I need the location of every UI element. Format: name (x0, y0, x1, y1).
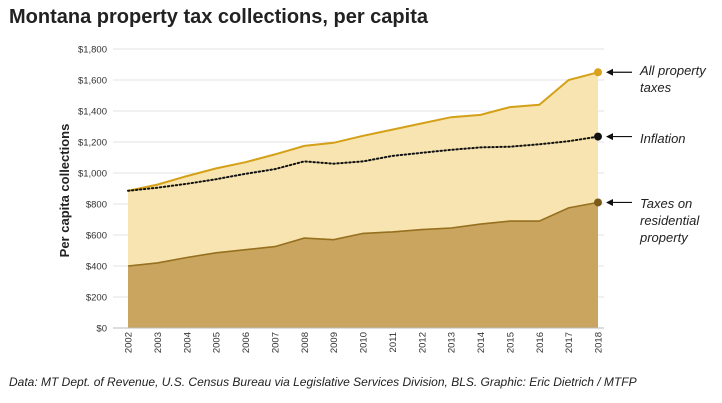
annotation-line: residential (640, 213, 700, 228)
y-tick-label: $800 (86, 200, 107, 211)
annotation-arrow-head (606, 68, 613, 76)
end-dot-all-property-taxes (594, 68, 602, 77)
line-residential-taxes (127, 201, 599, 267)
end-dot-inflation (594, 132, 602, 141)
x-tick-label: 2003 (153, 332, 164, 353)
x-tick-label: 2011 (388, 332, 399, 352)
y-tick-label: $1,600 (78, 76, 107, 87)
x-tick-label: 2017 (564, 332, 575, 353)
x-tick-label: 2012 (417, 332, 428, 353)
y-tick-label: $0 (96, 324, 107, 335)
x-tick-label: 2014 (476, 332, 487, 353)
x-tick-label: 2009 (329, 332, 340, 353)
annotation-line: Taxes on (640, 196, 692, 211)
y-tick-label: $1,200 (78, 138, 107, 149)
annotation-line: All property (639, 63, 707, 78)
x-tick-label: 2006 (241, 332, 252, 353)
line-all-property-taxes (127, 71, 599, 192)
chart-title: Montana property tax collections, per ca… (9, 6, 428, 28)
y-tick-label: $600 (86, 231, 107, 242)
annotation-line: property (639, 230, 689, 245)
line-inflation (127, 135, 599, 192)
source-credit: Data: MT Dept. of Revenue, U.S. Census B… (9, 375, 637, 389)
x-tick-label: 2007 (270, 332, 281, 353)
annotation-inflation: Inflation (640, 131, 686, 146)
y-axis-title: Per capita collections (57, 124, 72, 258)
end-dot-residential-taxes (594, 198, 602, 207)
x-tick-label: 2008 (300, 332, 311, 353)
annotation-line: taxes (640, 80, 672, 95)
x-tick-label: 2010 (359, 332, 370, 353)
x-tick-label: 2005 (212, 332, 223, 353)
annotation-arrow-head (606, 198, 613, 206)
x-tick-label: 2013 (447, 332, 458, 353)
annotation-line: Inflation (640, 131, 686, 146)
y-tick-label: $1,000 (78, 169, 107, 180)
annotation-arrow-head (606, 133, 613, 141)
y-tick-label: $200 (86, 293, 107, 304)
annotation-residential: Taxes on residential property (639, 196, 700, 245)
x-tick-label: 2002 (124, 332, 135, 353)
x-tick-label: 2015 (505, 332, 516, 353)
y-tick-label: $400 (86, 262, 107, 273)
y-tick-label: $1,800 (78, 45, 107, 56)
x-tick-label: 2018 (594, 332, 605, 353)
area-residential-taxes (128, 202, 598, 328)
annotation-all: All property taxes (639, 63, 707, 95)
y-tick-label: $1,400 (78, 107, 107, 118)
x-tick-label: 2004 (182, 332, 193, 353)
x-tick-label: 2016 (535, 332, 546, 353)
